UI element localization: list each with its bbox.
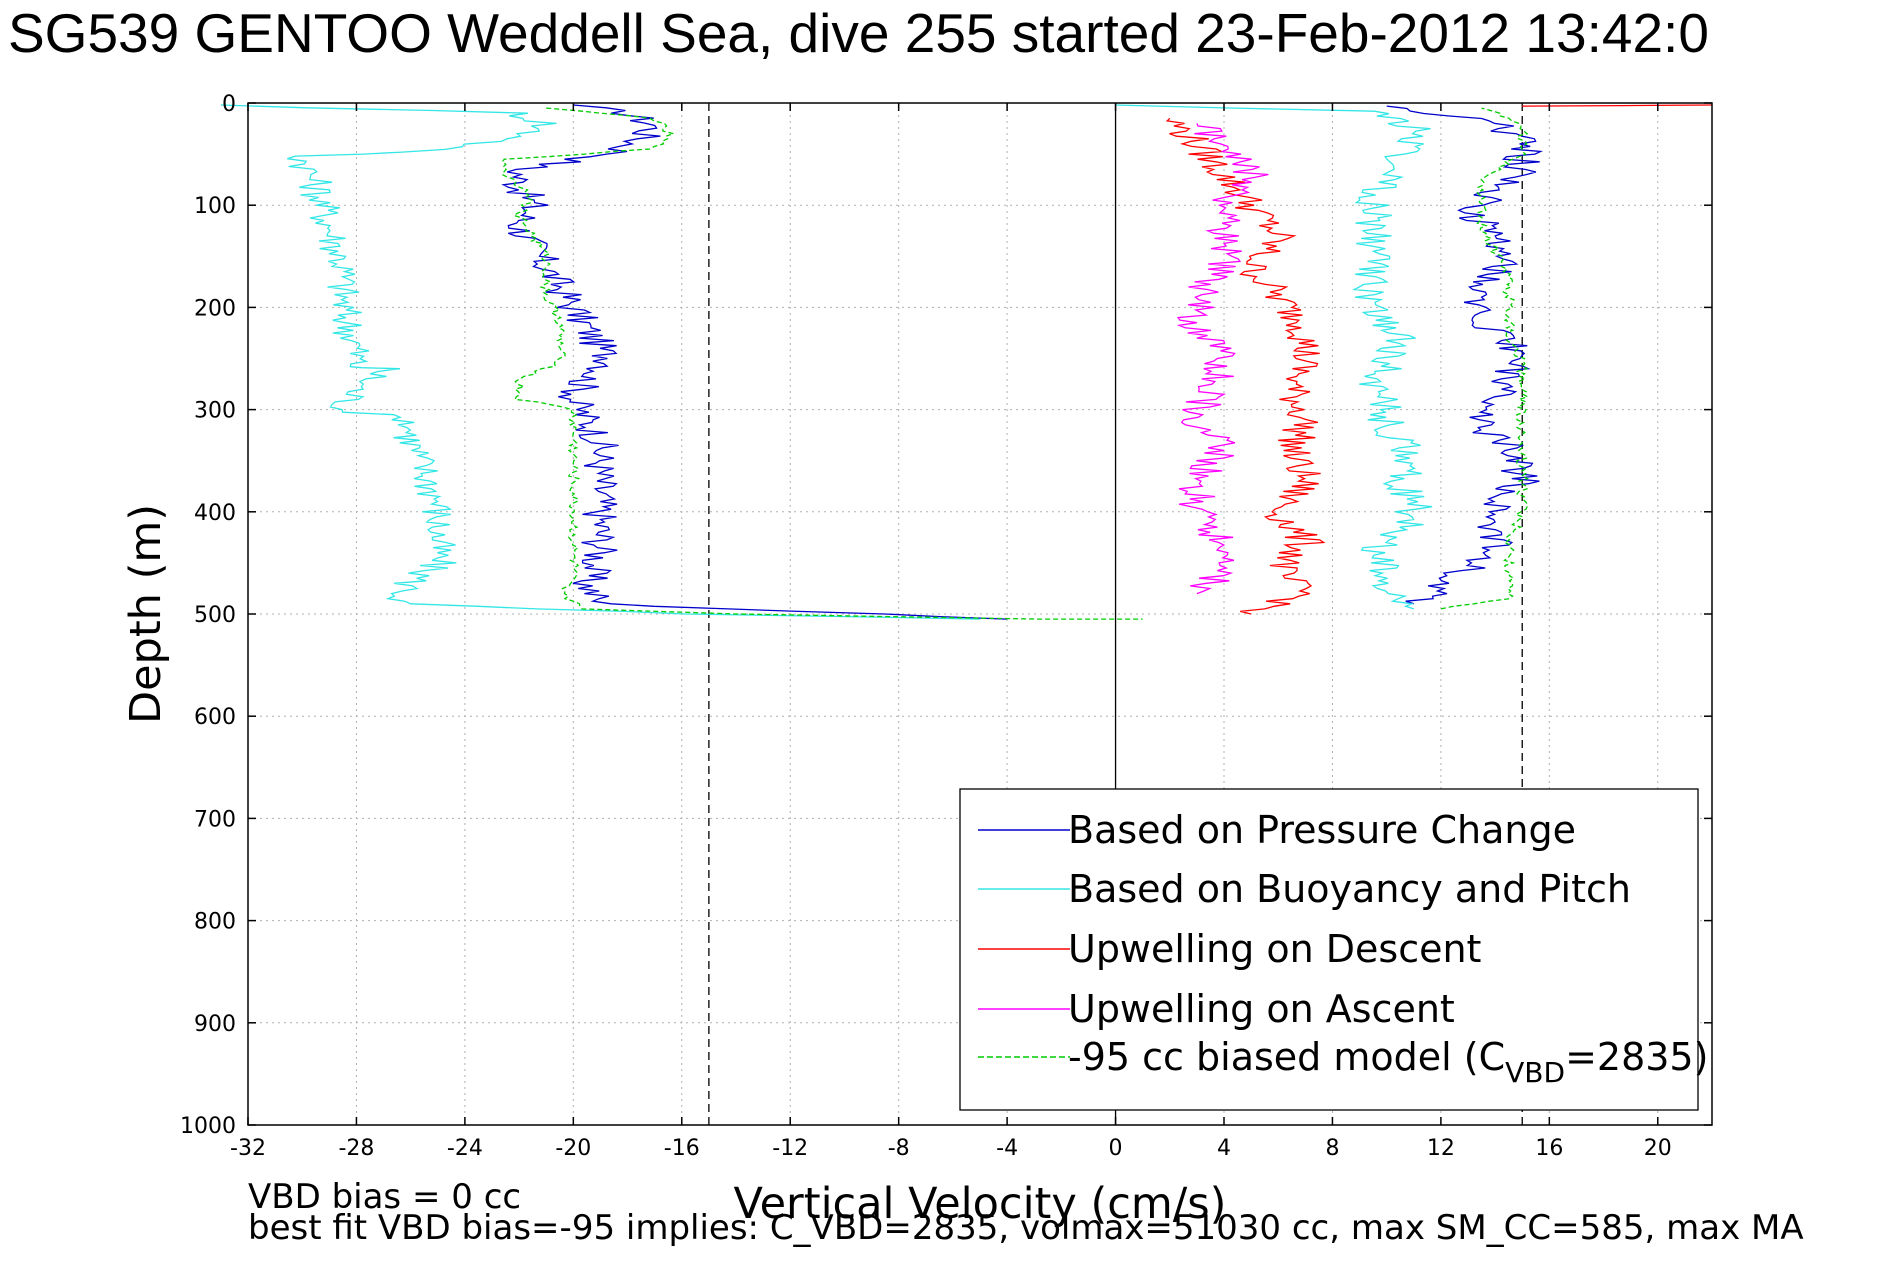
ticks: -32 -28 -24 -20 -16 -12 -8 -4 0 4 8 12 16 20010020030…	[180, 92, 1712, 1161]
x-tick-label: -28	[338, 1136, 374, 1161]
y-tick-label: 400	[194, 501, 236, 526]
x-tick-label: -24	[447, 1136, 483, 1161]
x-tick-label: 16	[1535, 1136, 1563, 1161]
series-line-ascent	[1386, 105, 1544, 605]
legend-label: Based on Buoyancy and Pitch	[1068, 867, 1631, 911]
x-axis-label: Vertical Velocity (cm/s)	[734, 1179, 1227, 1229]
y-tick-label: 300	[194, 399, 236, 424]
series-line-ascent	[1115, 104, 1433, 610]
x-tick-label: -8	[888, 1136, 910, 1161]
legend-label: Upwelling on Ascent	[1068, 987, 1455, 1031]
legend-label-main: -95 cc biased model (C	[1068, 1035, 1505, 1079]
y-tick-label: 1000	[180, 1114, 236, 1139]
legend-label: Upwelling on Descent	[1068, 927, 1481, 971]
y-tick-label: 600	[194, 705, 236, 730]
footer-bias-text: VBD bias = 0 cc	[248, 1177, 522, 1217]
series-line-descent	[220, 104, 981, 620]
chart-title: SG539 GENTOO Weddell Sea, dive 255 start…	[8, 2, 1709, 64]
x-tick-label: -20	[555, 1136, 591, 1161]
x-tick-label: -12	[772, 1136, 808, 1161]
x-tick-label: 0	[1109, 1136, 1123, 1161]
y-tick-label: 200	[194, 296, 236, 321]
series-layer	[220, 104, 1713, 620]
series-line-ascent	[1522, 104, 1713, 107]
y-tick-label: 700	[194, 807, 236, 832]
x-tick-label: -32	[230, 1136, 266, 1161]
legend-label-sub: VBD	[1505, 1056, 1565, 1089]
legend-label: Based on Pressure Change	[1068, 808, 1576, 852]
series-line-descent	[1176, 123, 1269, 595]
y-tick-label: 500	[194, 603, 236, 628]
y-axis-label: Depth (m)	[121, 504, 171, 724]
series-line-ascent	[1440, 107, 1530, 610]
series-line-descent	[1165, 117, 1326, 615]
x-tick-label: -16	[664, 1136, 700, 1161]
legend-label-tail: =2835)	[1565, 1035, 1708, 1079]
y-tick-label: 800	[194, 910, 236, 935]
series-line-descent	[501, 104, 1008, 620]
x-tick-label: -4	[996, 1136, 1018, 1161]
legend: Based on Pressure Change Based on Buoyanc…	[959, 788, 1708, 1111]
y-tick-label: 900	[194, 1012, 236, 1037]
x-tick-label: 20	[1644, 1136, 1672, 1161]
footer-fit-text: best fit VBD bias=-95 implies: C_VBD=283…	[248, 1208, 1804, 1248]
y-tick-label: 100	[194, 194, 236, 219]
x-tick-label: 12	[1427, 1136, 1455, 1161]
legend-label: -95 cc biased model (CVBD=2835)	[1068, 1035, 1708, 1089]
x-tick-label: 8	[1325, 1136, 1339, 1161]
y-tick-label: 0	[222, 92, 236, 117]
legend-box	[959, 788, 1699, 1111]
x-tick-label: 4	[1217, 1136, 1231, 1161]
series-line-descent	[501, 107, 1143, 620]
